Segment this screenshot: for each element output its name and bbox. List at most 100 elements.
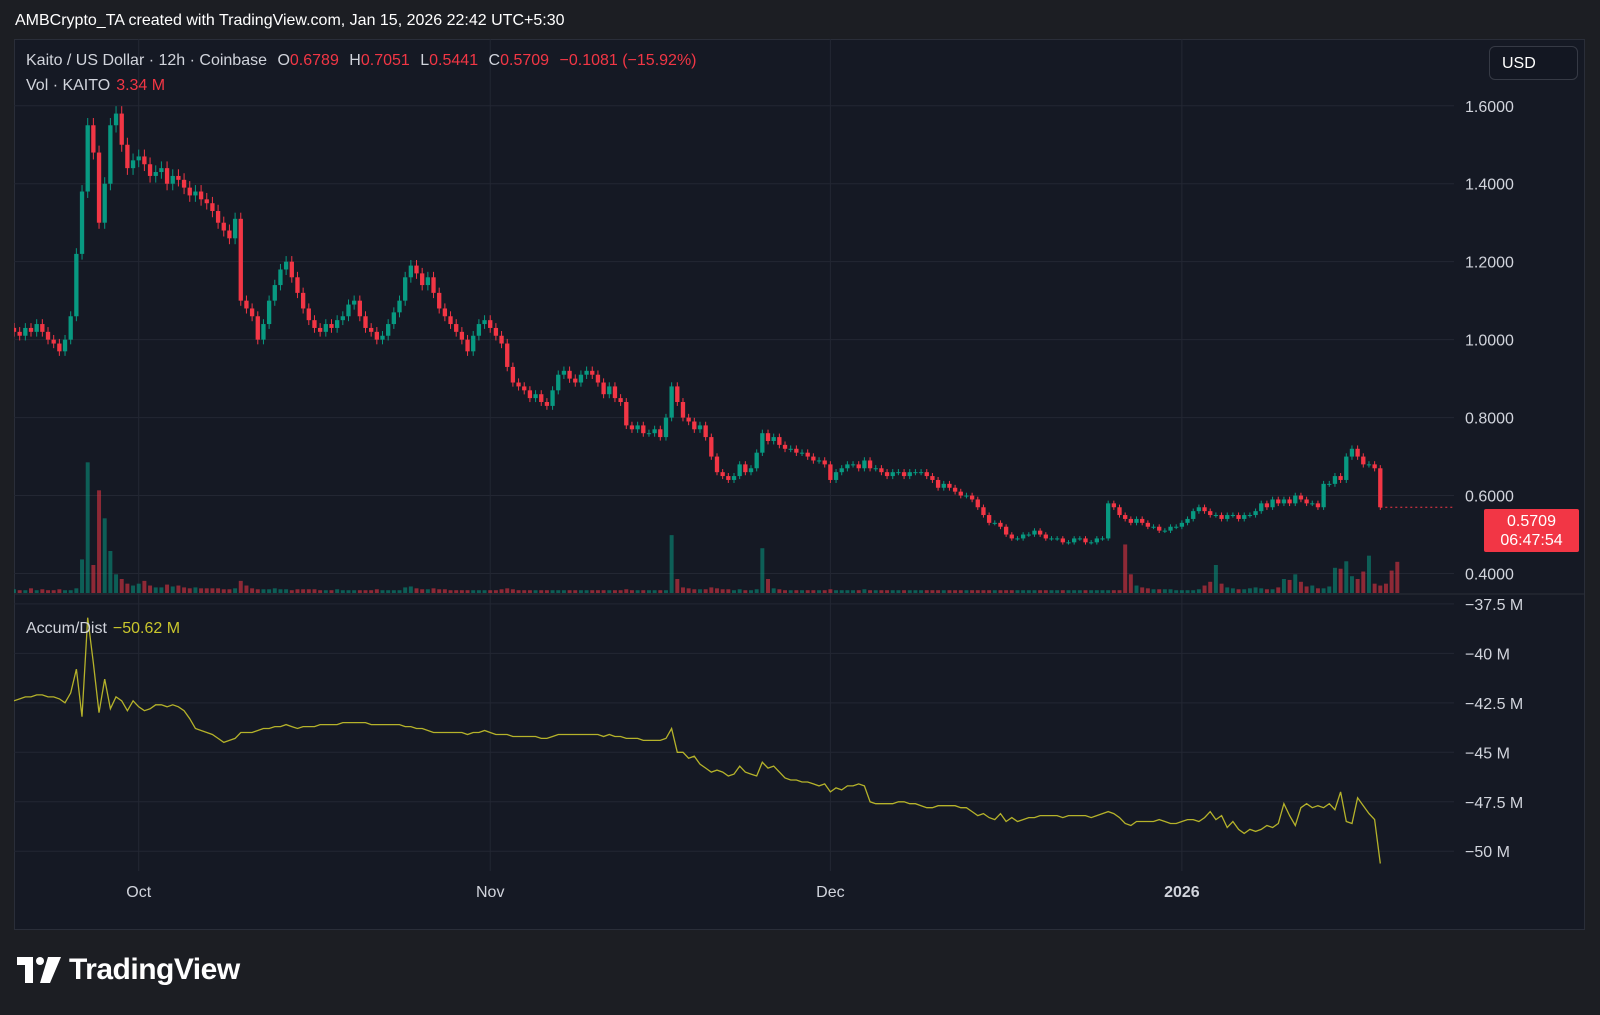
open-label: O [277, 52, 290, 69]
candle-body [765, 433, 771, 441]
candle-body [947, 483, 952, 488]
candle-body [1174, 526, 1179, 528]
last-price: 0.5709 [1507, 513, 1556, 530]
volume-bar [1117, 590, 1122, 593]
candle-body [57, 343, 62, 352]
candle-body [618, 398, 623, 403]
candle-body [1162, 530, 1168, 532]
volume-bar [289, 590, 294, 593]
candle-body [1225, 515, 1230, 519]
candle-body [624, 402, 629, 426]
candle-body [675, 386, 680, 403]
volume-bar [420, 589, 425, 593]
volume-bar [295, 589, 300, 593]
volume-bar [488, 590, 493, 593]
ad-tick-label: −45 M [1465, 745, 1510, 762]
volume-bar [91, 565, 96, 593]
candle-body [147, 164, 153, 176]
volume-bar [1089, 590, 1094, 593]
volume-bar [726, 589, 731, 593]
volume-bar [839, 590, 844, 593]
time-tick-label: Dec [816, 884, 844, 901]
volume-bar [51, 590, 56, 593]
candle-body [1202, 507, 1207, 512]
candle-body [556, 374, 561, 391]
candle-body [119, 113, 124, 145]
chart-canvas[interactable]: 1.6000 1.4000 1.2000 1.0000 0.8000 0.6000 0.40… [14, 39, 1585, 930]
currency-button[interactable]: USD [1489, 46, 1578, 80]
ad-tick-label: −42.5 M [1465, 696, 1523, 713]
candle-body [1185, 518, 1190, 523]
candle-body [1236, 515, 1241, 519]
candle-body [799, 452, 805, 454]
volume-legend: Vol · KAITO 3.34 M [26, 77, 165, 95]
candle-body [391, 312, 396, 325]
volume-bar [278, 589, 283, 593]
candle-body [884, 472, 890, 477]
volume-label[interactable]: Vol · KAITO [26, 77, 111, 94]
candle-body [833, 472, 839, 480]
bar-countdown: 06:47:54 [1500, 532, 1563, 549]
volume-bar [187, 588, 192, 593]
volume-bar [482, 590, 487, 593]
candle-body [918, 472, 924, 474]
candle-body [193, 191, 198, 196]
low-label: L [420, 52, 430, 69]
candle-body [1378, 468, 1383, 508]
attribution-text: AMBCrypto_TA created with TradingView.co… [15, 12, 565, 29]
volume-bar [629, 590, 634, 593]
volume-bar [448, 590, 453, 593]
volume-bar [125, 583, 130, 593]
candle-body [266, 300, 272, 325]
time-tick-label: Oct [126, 884, 151, 901]
volume-bar [539, 590, 544, 593]
volume-bar [57, 589, 62, 593]
candle-body [363, 316, 368, 328]
candle-body [964, 495, 969, 497]
candle-body [488, 320, 493, 328]
volume-bar [1072, 590, 1077, 593]
volume-bar [199, 588, 204, 593]
candle-body [425, 277, 431, 286]
volume-bar [1168, 589, 1173, 593]
close-label: C [488, 52, 501, 69]
volume-bar [550, 590, 555, 593]
candle-body [125, 144, 130, 169]
volume-bar [970, 590, 975, 593]
tradingview-logo[interactable]: TradingView [17, 953, 240, 987]
volume-bar [732, 590, 736, 593]
volume-bar [267, 589, 272, 593]
volume-bar [992, 590, 997, 593]
volume-bar [1043, 590, 1048, 593]
volume-bar [624, 589, 629, 593]
volume-bar [493, 590, 498, 593]
volume-bar [1361, 571, 1366, 593]
volume-bar [182, 587, 187, 593]
candle-body [437, 292, 442, 309]
candle-body [1315, 503, 1321, 508]
candle-body [879, 468, 884, 473]
candle-body [386, 324, 391, 336]
volume-bar [851, 590, 856, 593]
volume-bar [505, 588, 510, 593]
volume-bar [1174, 590, 1179, 593]
volume-bar [754, 589, 759, 593]
volume-bar [930, 590, 935, 593]
symbol-label[interactable]: Kaito / US Dollar · 12h · Coinbase [26, 52, 267, 69]
ad-label[interactable]: Accum/Dist [26, 620, 107, 637]
candle-body [986, 515, 992, 523]
candle-body [935, 479, 941, 488]
volume-bar [845, 590, 850, 593]
volume-bar [23, 590, 28, 593]
candle-body [1037, 530, 1043, 535]
volume-bar [975, 590, 980, 593]
volume-bar [1185, 590, 1190, 593]
volume-bar [675, 579, 680, 593]
candle-body [414, 265, 419, 274]
volume-bar [233, 588, 238, 593]
candle-body [692, 421, 697, 430]
volume-bar [1344, 561, 1349, 593]
candle-body [839, 468, 844, 473]
candle-body [431, 277, 436, 293]
candle-body [380, 335, 385, 340]
